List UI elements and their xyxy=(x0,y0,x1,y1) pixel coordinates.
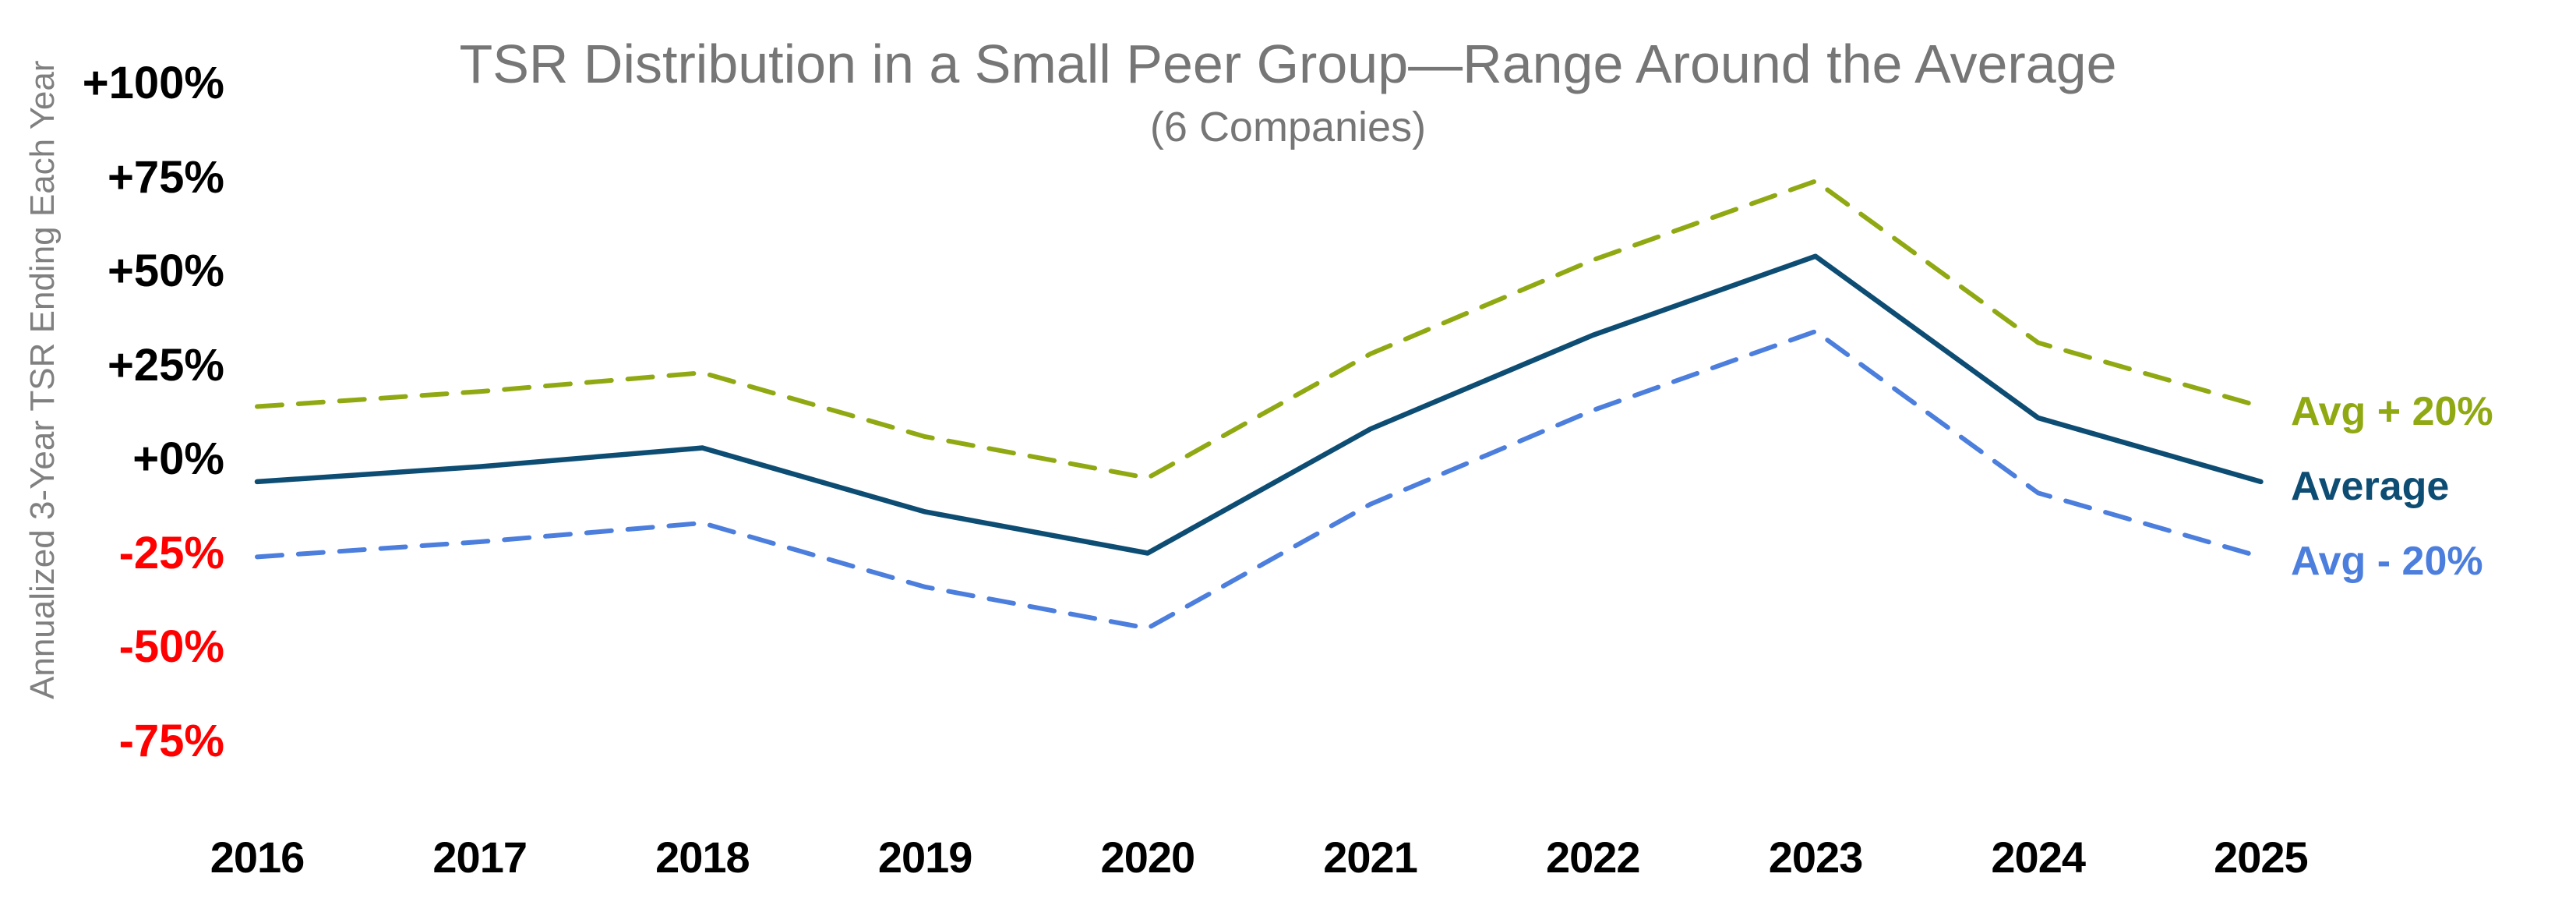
y-tick-label: -50% xyxy=(118,621,224,672)
x-axis-year-label: 2018 xyxy=(655,833,750,882)
y-tick-label: +0% xyxy=(132,433,224,484)
legend-label-average: Average xyxy=(2291,463,2450,509)
y-tick-label: -25% xyxy=(118,527,224,578)
legend-label-avg-plus-20: Avg + 20% xyxy=(2291,388,2493,434)
x-axis-year-label: 2024 xyxy=(1991,833,2086,882)
y-tick-label: +75% xyxy=(108,151,224,203)
x-axis-year-label: 2023 xyxy=(1768,833,1864,882)
chart-subtitle: (6 Companies) xyxy=(1149,104,1427,150)
x-axis-year-label: 2021 xyxy=(1323,833,1418,882)
series-line-avg-plus-20 xyxy=(255,179,2264,481)
legend-label-avg-minus-20: Avg - 20% xyxy=(2291,539,2483,585)
y-tick-label: +50% xyxy=(108,246,224,296)
x-axis-year-label: 2017 xyxy=(432,833,528,882)
x-axis-year-label: 2019 xyxy=(877,833,973,882)
series-line-avg-minus-20 xyxy=(255,329,2264,631)
chart-title: TSR Distribution in a Small Peer Group—R… xyxy=(459,34,2117,94)
series-line-average xyxy=(254,253,2264,556)
y-tick-label: -75% xyxy=(118,715,224,766)
x-axis-year-label: 2025 xyxy=(2214,833,2309,882)
x-axis-year-label: 2022 xyxy=(1545,833,1641,882)
x-axis-year-label: 2020 xyxy=(1100,833,1196,882)
y-tick-label: +100% xyxy=(82,58,224,108)
y-tick-label: +25% xyxy=(108,339,224,391)
x-axis-year-label: 2016 xyxy=(210,833,305,882)
